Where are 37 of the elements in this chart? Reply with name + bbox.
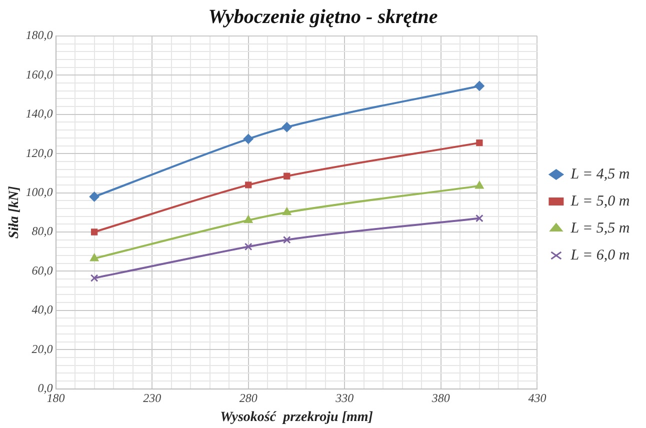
point [90, 274, 98, 282]
chart-title: Wyboczenie giętno - skrętne [208, 6, 438, 28]
point [282, 122, 292, 132]
point [245, 182, 252, 188]
y-tick-label: 40,0 [32, 302, 53, 317]
point [282, 207, 292, 216]
point [90, 228, 98, 236]
y-tick-label: 80,0 [32, 224, 53, 238]
y-tick-label: 140,0 [26, 106, 53, 121]
y-tick-label: 180,0 [26, 28, 53, 42]
point [476, 139, 483, 146]
y-tick-label: 120,0 [26, 146, 53, 160]
point [475, 180, 484, 189]
legend-label: L = 5,0 m [570, 193, 630, 210]
x-tick-label: 330 [334, 391, 354, 406]
x-tick-label: 430 [528, 391, 546, 406]
legend-label: L = 5,5 m [570, 220, 630, 236]
x-tick-label: 230 [143, 391, 162, 406]
point [244, 242, 252, 251]
x-tick-label: 280 [239, 391, 258, 406]
x-axis-title: Wysokość przekroju [mm] [220, 410, 374, 426]
y-tick-label: 100,0 [26, 184, 53, 199]
point [282, 236, 291, 244]
y-tick-label: 160,0 [26, 67, 53, 82]
y-tick-label: 20,0 [32, 342, 53, 356]
point [244, 215, 253, 223]
y-axis-title: Siła [kN] [7, 186, 22, 239]
legend-label: L = 4,5 m [570, 166, 630, 182]
point [476, 214, 484, 222]
point [284, 172, 290, 180]
point [474, 80, 484, 91]
x-tick-label: 380 [430, 391, 450, 406]
point [243, 134, 254, 144]
point [89, 192, 100, 202]
point [90, 253, 99, 262]
y-tick-label: 60,0 [32, 263, 53, 278]
legend-label: L = 6,0 m [570, 247, 630, 264]
